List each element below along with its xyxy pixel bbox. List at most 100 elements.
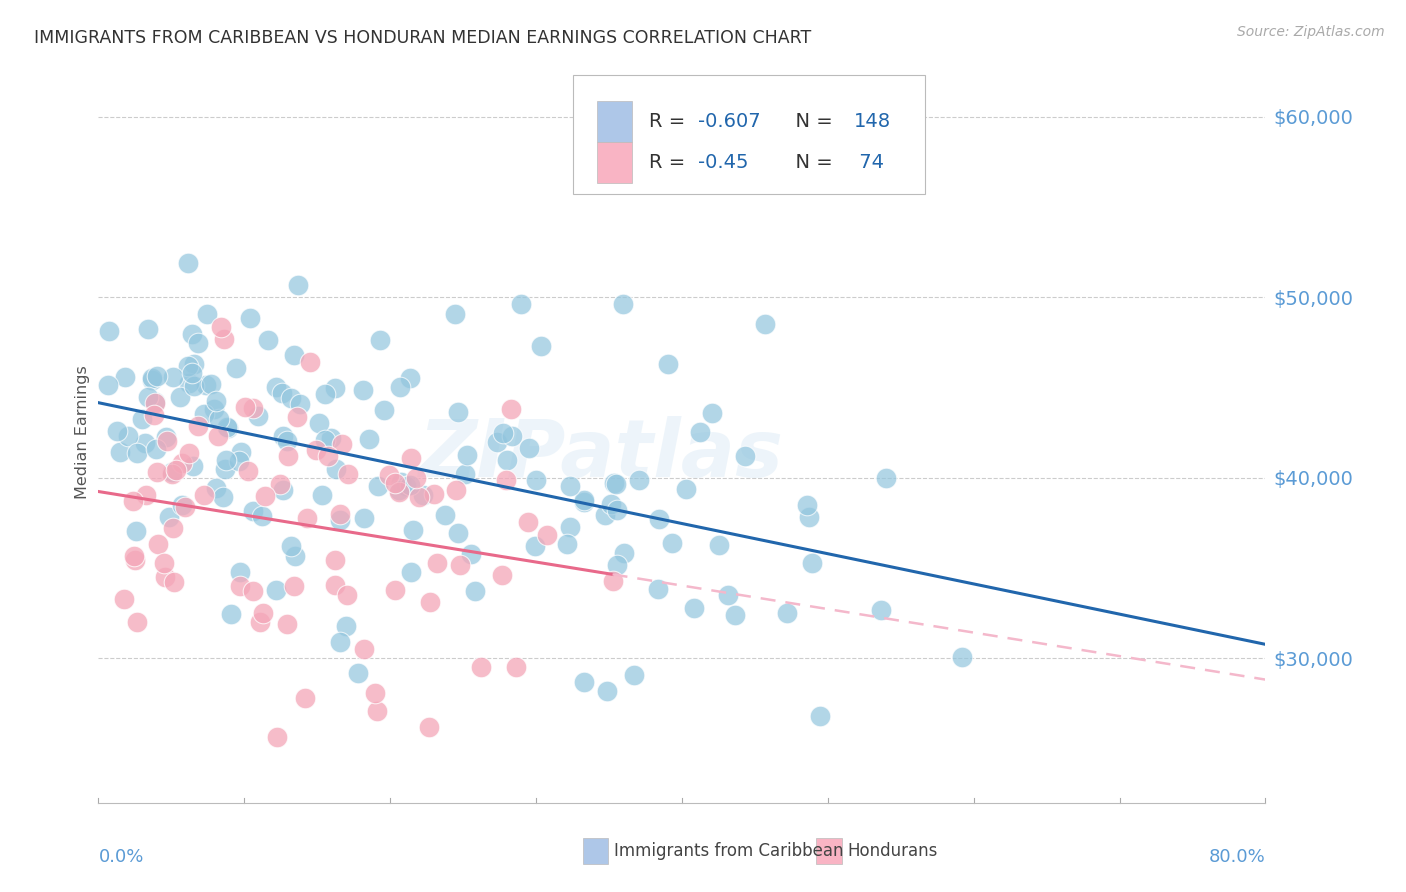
Point	[447, 405, 470, 419]
Point	[145, 442, 167, 456]
Point	[193, 488, 215, 502]
Point	[402, 523, 425, 537]
Text: R =: R =	[650, 112, 692, 131]
FancyBboxPatch shape	[574, 75, 925, 194]
Bar	[596, 102, 631, 142]
Point	[388, 380, 411, 394]
Point	[215, 419, 238, 434]
Point	[367, 478, 389, 492]
Point	[384, 476, 406, 491]
Text: N =: N =	[783, 112, 839, 131]
Point	[254, 489, 277, 503]
Point	[160, 465, 183, 479]
Point	[799, 510, 821, 524]
Point	[460, 547, 482, 561]
Point	[456, 448, 478, 462]
Point	[183, 378, 205, 392]
Point	[157, 510, 180, 524]
Bar	[596, 142, 631, 183]
Point	[131, 412, 153, 426]
Point	[138, 390, 160, 404]
Point	[193, 407, 215, 421]
Point	[134, 435, 156, 450]
Point	[195, 377, 218, 392]
Point	[181, 458, 204, 473]
Point	[495, 474, 517, 488]
Point	[495, 453, 517, 467]
Point	[136, 322, 159, 336]
Point	[208, 412, 231, 426]
Point	[426, 557, 449, 571]
Point	[419, 595, 441, 609]
Point	[395, 479, 418, 493]
Point	[209, 320, 232, 334]
Text: 80.0%: 80.0%	[1209, 848, 1265, 866]
Text: Source: ZipAtlas.com: Source: ZipAtlas.com	[1237, 25, 1385, 39]
Point	[405, 471, 427, 485]
Point	[560, 478, 582, 492]
Text: -0.45: -0.45	[699, 153, 749, 172]
Point	[433, 508, 456, 522]
Point	[329, 508, 352, 522]
Point	[143, 396, 166, 410]
Point	[311, 488, 333, 502]
Point	[485, 434, 508, 449]
Point	[754, 318, 776, 332]
Point	[449, 558, 471, 572]
Point	[346, 665, 368, 680]
Point	[269, 477, 291, 491]
Text: 74: 74	[853, 153, 884, 172]
Point	[329, 513, 352, 527]
Point	[105, 424, 128, 438]
Point	[165, 463, 187, 477]
Point	[325, 552, 347, 566]
Text: ZIPatlas: ZIPatlas	[418, 416, 783, 494]
Point	[683, 601, 706, 615]
Point	[707, 538, 730, 552]
Point	[277, 449, 299, 463]
Point	[143, 408, 166, 422]
Text: Hondurans: Hondurans	[848, 842, 938, 860]
Point	[647, 582, 669, 597]
Text: 0.0%: 0.0%	[98, 848, 143, 866]
Text: IMMIGRANTS FROM CARIBBEAN VS HONDURAN MEDIAN EARNINGS CORRELATION CHART: IMMIGRANTS FROM CARIBBEAN VS HONDURAN ME…	[34, 29, 811, 47]
Point	[215, 453, 238, 467]
Point	[605, 476, 627, 491]
Point	[572, 495, 595, 509]
Point	[181, 327, 204, 342]
Point	[316, 450, 339, 464]
Point	[536, 528, 558, 542]
Point	[444, 307, 467, 321]
Point	[239, 311, 262, 326]
Point	[242, 401, 264, 415]
Point	[734, 449, 756, 463]
Point	[555, 537, 578, 551]
Point	[675, 482, 697, 496]
Point	[117, 429, 139, 443]
Point	[276, 434, 298, 449]
Point	[370, 333, 392, 347]
Point	[174, 500, 197, 515]
Point	[114, 370, 136, 384]
Point	[124, 552, 146, 566]
Point	[290, 397, 312, 411]
Text: R =: R =	[650, 153, 692, 172]
Point	[135, 488, 157, 502]
Point	[648, 512, 671, 526]
Point	[470, 660, 492, 674]
Point	[516, 515, 538, 529]
Point	[143, 394, 166, 409]
Point	[612, 297, 634, 311]
Point	[195, 307, 218, 321]
Point	[364, 686, 387, 700]
Point	[242, 584, 264, 599]
Point	[299, 354, 322, 368]
Point	[153, 570, 176, 584]
Point	[121, 494, 143, 508]
Point	[399, 477, 422, 491]
Point	[112, 591, 135, 606]
Point	[205, 393, 228, 408]
Point	[236, 464, 259, 478]
Point	[242, 504, 264, 518]
Point	[177, 446, 200, 460]
